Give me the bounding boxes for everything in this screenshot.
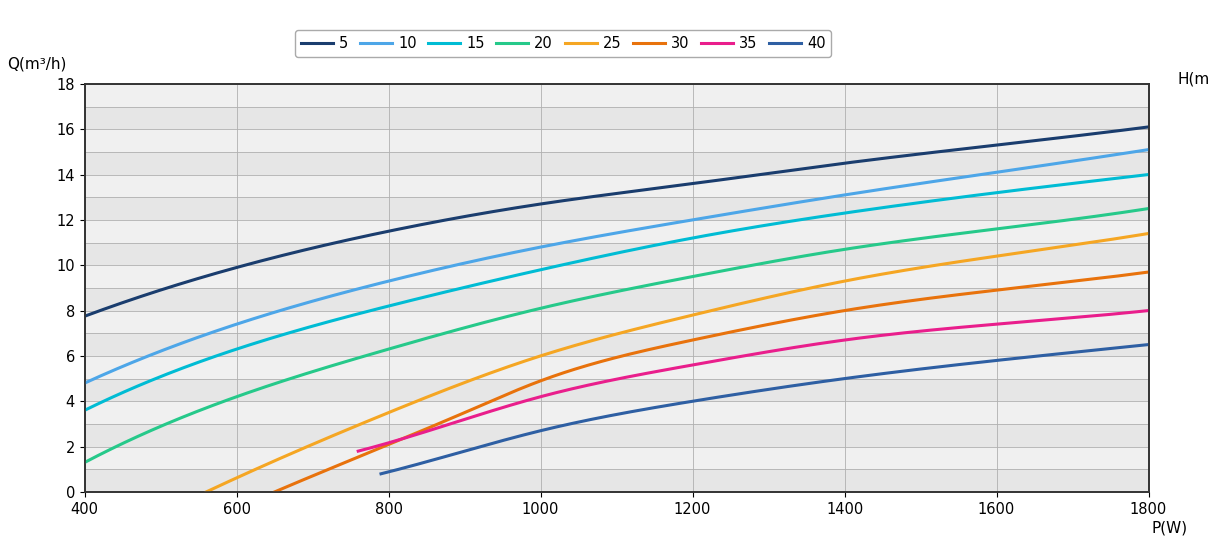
- 10: [424, 267, 439, 274]
- 5: [747, 172, 762, 179]
- 30: [1141, 269, 1156, 276]
- 30: [817, 311, 832, 318]
- 40: [374, 471, 388, 477]
- 35: [608, 376, 623, 383]
- 30: [613, 353, 627, 359]
- 35: [664, 366, 678, 372]
- X-axis label: P(W): P(W): [1152, 520, 1188, 536]
- 40: [1141, 341, 1156, 348]
- 20: [747, 262, 762, 268]
- 20: [424, 334, 439, 340]
- 15: [1141, 171, 1156, 178]
- 10: [747, 206, 762, 213]
- 25: [879, 270, 893, 277]
- 5: [206, 271, 220, 278]
- 25: [312, 438, 326, 445]
- 10: [1141, 146, 1156, 153]
- 40: [932, 363, 947, 370]
- 30: [903, 297, 918, 304]
- Line: 20: 20: [85, 209, 1149, 462]
- 35: [921, 327, 936, 334]
- Bar: [85, 356, 1149, 378]
- 30: [372, 445, 387, 452]
- 30: [553, 371, 567, 377]
- Bar: [85, 311, 1149, 333]
- 20: [206, 402, 220, 409]
- Bar: [85, 401, 1149, 424]
- 5: [851, 158, 866, 165]
- 15: [77, 407, 92, 414]
- Bar: [85, 333, 1149, 356]
- Y-axis label: Q(m³/h): Q(m³/h): [7, 56, 66, 72]
- 10: [851, 190, 866, 196]
- Bar: [85, 129, 1149, 152]
- Line: 15: 15: [85, 174, 1149, 410]
- Bar: [85, 107, 1149, 129]
- 35: [1141, 307, 1156, 314]
- 5: [77, 313, 92, 320]
- 15: [747, 224, 762, 230]
- 10: [498, 251, 513, 258]
- 25: [199, 489, 214, 495]
- 20: [77, 459, 92, 466]
- Bar: [85, 197, 1149, 220]
- 40: [467, 446, 481, 452]
- Line: 5: 5: [85, 127, 1149, 316]
- 20: [845, 245, 860, 252]
- 15: [851, 208, 866, 215]
- Line: 10: 10: [85, 150, 1149, 383]
- Bar: [85, 84, 1149, 107]
- 10: [206, 329, 220, 335]
- Y-axis label: H(m): H(m): [1178, 72, 1209, 87]
- Bar: [85, 265, 1149, 288]
- Legend: 5, 10, 15, 20, 25, 30, 35, 40: 5, 10, 15, 20, 25, 30, 35, 40: [295, 30, 832, 56]
- Line: 40: 40: [381, 344, 1149, 474]
- 25: [507, 362, 521, 368]
- 35: [925, 326, 939, 333]
- 5: [1141, 124, 1156, 130]
- 35: [446, 420, 461, 427]
- 15: [845, 209, 860, 215]
- Bar: [85, 220, 1149, 243]
- Line: 35: 35: [358, 311, 1149, 451]
- Bar: [85, 288, 1149, 311]
- 40: [624, 409, 638, 415]
- Bar: [85, 378, 1149, 401]
- 15: [424, 292, 439, 299]
- 5: [424, 219, 439, 226]
- 5: [498, 206, 513, 213]
- 35: [351, 448, 365, 454]
- Bar: [85, 447, 1149, 469]
- 40: [678, 399, 693, 406]
- 40: [927, 364, 942, 371]
- 20: [851, 244, 866, 250]
- Bar: [85, 243, 1149, 265]
- 35: [849, 335, 863, 342]
- 20: [1141, 205, 1156, 212]
- 30: [267, 489, 282, 495]
- 10: [77, 380, 92, 386]
- 15: [206, 354, 220, 361]
- Bar: [85, 469, 1149, 492]
- 25: [1141, 230, 1156, 237]
- Line: 25: 25: [207, 234, 1149, 492]
- Line: 30: 30: [274, 272, 1149, 492]
- 15: [498, 274, 513, 281]
- 5: [845, 159, 860, 165]
- 30: [898, 298, 913, 305]
- 40: [857, 373, 872, 380]
- Bar: [85, 152, 1149, 174]
- 25: [792, 287, 806, 294]
- 10: [845, 190, 860, 197]
- 25: [884, 269, 898, 276]
- Bar: [85, 424, 1149, 447]
- Bar: [85, 174, 1149, 197]
- 25: [572, 341, 586, 348]
- 20: [498, 314, 513, 320]
